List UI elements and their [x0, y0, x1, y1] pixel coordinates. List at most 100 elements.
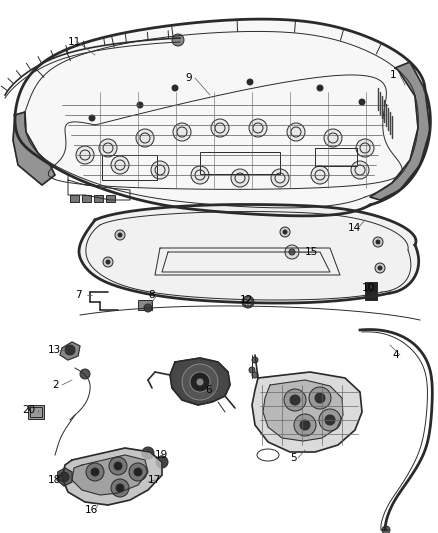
- Polygon shape: [170, 358, 230, 405]
- Circle shape: [271, 169, 289, 187]
- Text: 15: 15: [305, 247, 318, 257]
- Bar: [70, 195, 79, 202]
- Text: 16: 16: [85, 505, 98, 515]
- Polygon shape: [370, 62, 430, 200]
- Circle shape: [249, 367, 255, 373]
- Text: 1: 1: [390, 70, 397, 80]
- Circle shape: [315, 393, 325, 403]
- Circle shape: [309, 387, 331, 409]
- Circle shape: [283, 230, 287, 234]
- Circle shape: [287, 123, 305, 141]
- Circle shape: [376, 240, 380, 244]
- Circle shape: [99, 139, 117, 157]
- Circle shape: [247, 79, 253, 85]
- Circle shape: [137, 102, 143, 108]
- Circle shape: [106, 260, 110, 264]
- Text: 18: 18: [48, 475, 61, 485]
- Circle shape: [80, 369, 90, 379]
- Text: 5: 5: [290, 453, 297, 463]
- Polygon shape: [57, 468, 72, 486]
- Circle shape: [356, 139, 374, 157]
- Bar: [94, 195, 103, 202]
- Circle shape: [359, 99, 365, 105]
- Circle shape: [196, 378, 204, 386]
- Circle shape: [76, 146, 94, 164]
- Circle shape: [144, 304, 152, 312]
- Circle shape: [136, 129, 154, 147]
- Circle shape: [103, 257, 113, 267]
- Circle shape: [252, 357, 258, 363]
- Circle shape: [191, 166, 209, 184]
- Text: 14: 14: [348, 223, 361, 233]
- Bar: [82, 195, 91, 202]
- Circle shape: [114, 462, 122, 470]
- Circle shape: [118, 233, 122, 237]
- Circle shape: [59, 472, 69, 482]
- Circle shape: [111, 156, 129, 174]
- Polygon shape: [72, 455, 148, 495]
- Circle shape: [284, 389, 306, 411]
- Bar: [106, 195, 115, 202]
- Polygon shape: [13, 112, 55, 185]
- Circle shape: [89, 115, 95, 121]
- Circle shape: [134, 468, 142, 476]
- Circle shape: [285, 245, 299, 259]
- Text: 9: 9: [185, 73, 192, 83]
- Text: 6: 6: [205, 385, 212, 395]
- Bar: [30, 407, 42, 417]
- Circle shape: [231, 169, 249, 187]
- Circle shape: [378, 266, 382, 270]
- Circle shape: [172, 34, 184, 46]
- Circle shape: [325, 415, 335, 425]
- Circle shape: [294, 414, 316, 436]
- Text: 4: 4: [392, 350, 399, 360]
- Bar: [138, 300, 152, 310]
- Circle shape: [109, 457, 127, 475]
- Circle shape: [182, 364, 218, 400]
- Circle shape: [311, 166, 329, 184]
- Text: 2: 2: [52, 380, 59, 390]
- Text: 8: 8: [148, 290, 155, 300]
- Circle shape: [173, 123, 191, 141]
- Polygon shape: [60, 342, 80, 360]
- Text: 12: 12: [240, 295, 253, 305]
- Circle shape: [289, 249, 295, 255]
- Text: 11: 11: [68, 37, 81, 47]
- Polygon shape: [62, 448, 162, 505]
- Bar: [28, 405, 44, 419]
- Circle shape: [375, 263, 385, 273]
- Circle shape: [290, 395, 300, 405]
- Circle shape: [242, 296, 254, 308]
- Circle shape: [324, 129, 342, 147]
- Circle shape: [115, 230, 125, 240]
- Circle shape: [280, 227, 290, 237]
- Circle shape: [151, 161, 169, 179]
- Circle shape: [351, 161, 369, 179]
- Circle shape: [373, 237, 383, 247]
- Polygon shape: [79, 205, 419, 303]
- Circle shape: [129, 463, 147, 481]
- Text: 20: 20: [22, 405, 35, 415]
- Text: 19: 19: [155, 450, 168, 460]
- Circle shape: [249, 119, 267, 137]
- Text: 7: 7: [75, 290, 81, 300]
- Text: 13: 13: [48, 345, 61, 355]
- Circle shape: [91, 468, 99, 476]
- Circle shape: [116, 484, 124, 492]
- Circle shape: [86, 463, 104, 481]
- Circle shape: [211, 119, 229, 137]
- Text: 10: 10: [362, 283, 375, 293]
- Circle shape: [382, 526, 390, 533]
- Polygon shape: [15, 19, 431, 216]
- Circle shape: [156, 456, 168, 468]
- Polygon shape: [263, 380, 343, 441]
- Circle shape: [111, 479, 129, 497]
- Circle shape: [172, 85, 178, 91]
- Circle shape: [65, 345, 75, 355]
- Circle shape: [252, 372, 258, 378]
- Bar: [365, 282, 377, 300]
- Polygon shape: [252, 372, 362, 452]
- Circle shape: [190, 372, 210, 392]
- Text: 17: 17: [148, 475, 161, 485]
- Circle shape: [300, 420, 310, 430]
